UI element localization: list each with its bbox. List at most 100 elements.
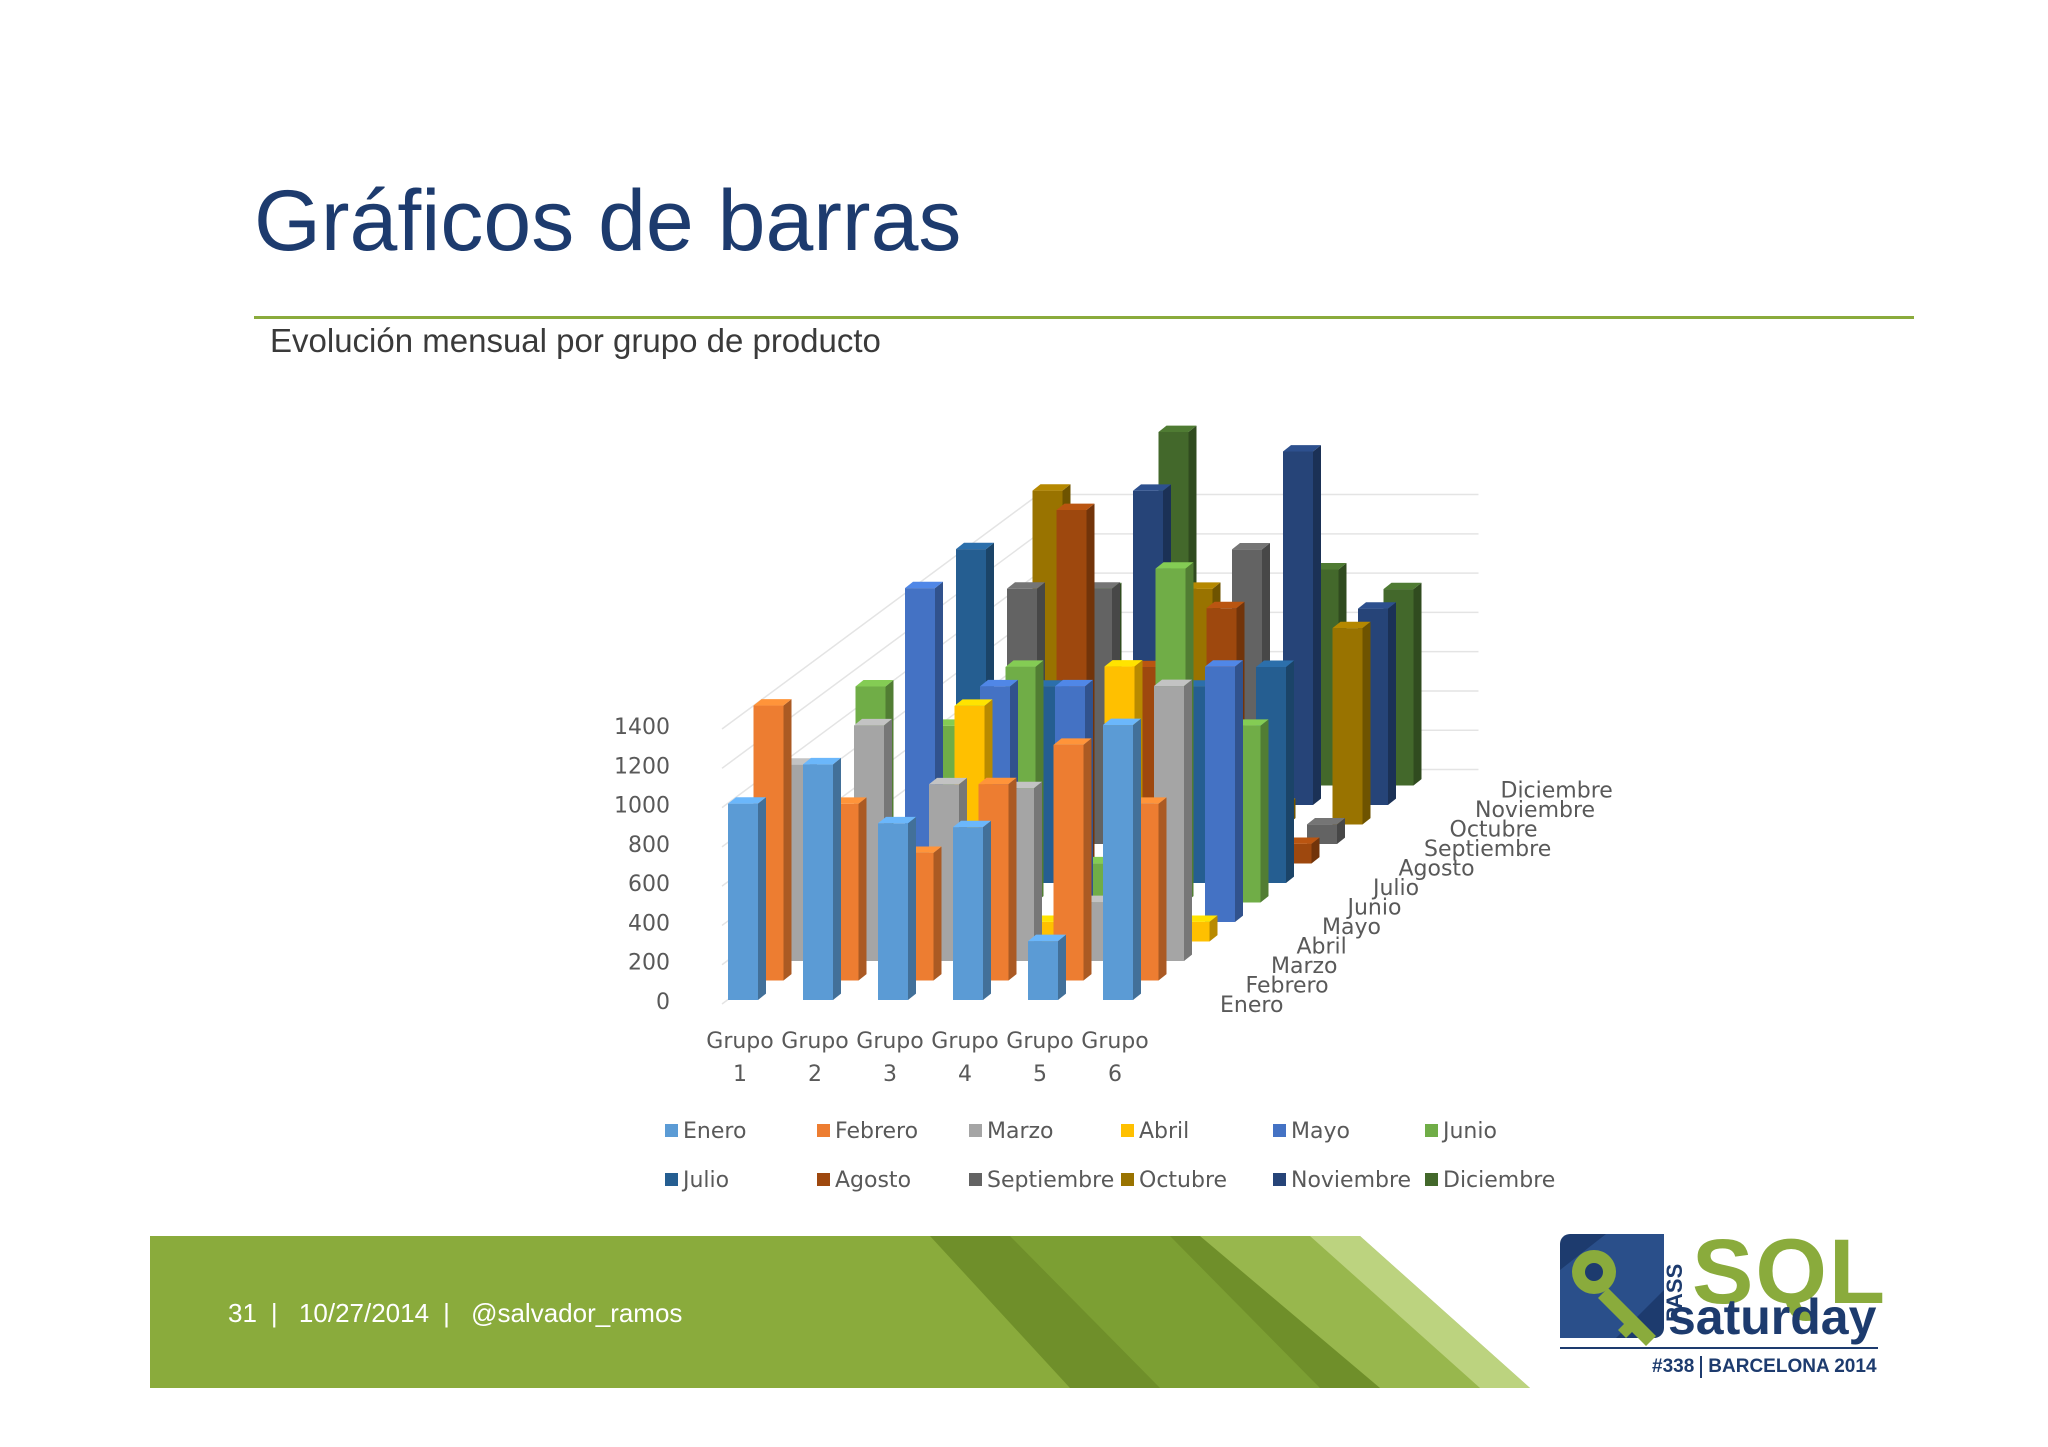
- legend-item: Marzo: [969, 1119, 1054, 1144]
- x-tick-label: Grupo: [856, 1029, 923, 1054]
- bar-side: [1413, 582, 1422, 786]
- bar-top: [953, 820, 991, 828]
- y-tick-label: 1200: [614, 754, 670, 779]
- x-tick-label: 2: [808, 1062, 822, 1087]
- bar-top: [1028, 934, 1066, 942]
- depth-axis-label: Diciembre: [1501, 779, 1613, 804]
- bar-side: [1311, 837, 1320, 864]
- bar-front: [1103, 725, 1133, 1000]
- bar-top: [954, 699, 993, 706]
- bar: [753, 699, 792, 981]
- y-tick-label: 400: [628, 911, 670, 936]
- bar-front: [1028, 941, 1058, 1000]
- legend-swatch: [1273, 1173, 1286, 1186]
- bar-top: [878, 816, 916, 824]
- bar-side: [1337, 817, 1345, 844]
- legend-label: Febrero: [835, 1119, 918, 1144]
- legend-item: Julio: [665, 1168, 729, 1193]
- bar-side: [858, 797, 867, 981]
- depth-axis-label: Enero: [1220, 993, 1283, 1018]
- legend-item: Septiembre: [969, 1168, 1114, 1193]
- depth-axis-label: Mayo: [1322, 915, 1381, 940]
- bar-top: [1206, 601, 1245, 609]
- logo-sql: SQL: [1692, 1221, 1888, 1323]
- key-icon: [1560, 1234, 1664, 1346]
- event-place: BARCELONA 2014: [1708, 1356, 1877, 1378]
- page-number: 31: [228, 1298, 257, 1328]
- bar: [1205, 660, 1243, 922]
- footer-separator: |: [270, 1298, 278, 1328]
- y-tick-label: 200: [628, 951, 670, 976]
- slide-subtitle: Evolución mensual por grupo de producto: [270, 322, 881, 359]
- legend-label: Enero: [683, 1119, 746, 1144]
- bar-top: [1154, 679, 1192, 687]
- depth-axis-label: Junio: [1346, 896, 1402, 921]
- bar: [1103, 718, 1141, 1000]
- bar-side: [1058, 934, 1066, 1000]
- footer-info: 31 | 10/27/2014 | @salvador_ramos: [228, 1298, 696, 1329]
- bar-top: [1256, 660, 1294, 667]
- legend-swatch: [1425, 1124, 1438, 1137]
- bar-top: [956, 542, 994, 550]
- x-tick-label: Grupo: [1006, 1029, 1073, 1054]
- y-tick-label: 0: [656, 990, 670, 1015]
- bar-side: [1008, 777, 1017, 981]
- legend-swatch: [817, 1173, 830, 1186]
- legend-swatch: [969, 1173, 982, 1186]
- bar-side: [908, 816, 916, 1000]
- bar-top: [905, 581, 943, 589]
- bar-side: [1158, 797, 1167, 981]
- legend-item: Mayo: [1273, 1119, 1350, 1144]
- legend-swatch: [1121, 1124, 1134, 1137]
- bar-side: [758, 797, 766, 1000]
- bar-top: [855, 680, 894, 687]
- legend-swatch: [1121, 1173, 1134, 1186]
- legend-label: Mayo: [1291, 1119, 1350, 1144]
- legend-item: Octubre: [1121, 1168, 1227, 1193]
- legend-swatch: [817, 1124, 830, 1137]
- legend-label: Diciembre: [1443, 1168, 1555, 1193]
- bar-front: [953, 827, 983, 1000]
- legend-label: Marzo: [987, 1119, 1054, 1144]
- logo-event: #338 BARCELONA 2014: [1652, 1356, 1877, 1378]
- footer-separator: |: [443, 1298, 450, 1328]
- y-tick-label: 1000: [614, 794, 670, 819]
- legend-swatch: [665, 1173, 678, 1186]
- legend-label: Agosto: [835, 1168, 911, 1193]
- bar-side: [1034, 781, 1042, 961]
- legend-item: Junio: [1425, 1119, 1497, 1144]
- bar-side: [983, 820, 991, 1000]
- x-tick-label: 6: [1108, 1062, 1122, 1087]
- bar: [1028, 934, 1066, 1000]
- bar: [878, 816, 916, 1000]
- legend-swatch: [1273, 1124, 1286, 1137]
- bar-top: [978, 777, 1017, 785]
- bar-top: [1103, 718, 1141, 726]
- bar-top: [1007, 582, 1045, 589]
- bar-side: [1133, 718, 1141, 1000]
- footer-date: 10/27/2014: [298, 1298, 430, 1328]
- bar-top: [803, 757, 841, 765]
- bar-top: [1104, 660, 1143, 667]
- depth-axis-label: Marzo: [1271, 954, 1338, 979]
- footer-banner: [150, 1236, 1530, 1388]
- x-tick-label: Grupo: [931, 1029, 998, 1054]
- bar-top: [929, 777, 967, 785]
- bar-top: [1283, 445, 1321, 452]
- bar-top: [1005, 660, 1044, 667]
- bar-side: [1184, 679, 1192, 961]
- bar-front: [803, 764, 833, 1000]
- bar-top: [1155, 562, 1194, 569]
- bar-top: [1053, 738, 1092, 745]
- bar: [728, 797, 766, 1000]
- gridline-depth: [721, 493, 1039, 730]
- legend-item: Agosto: [817, 1168, 911, 1193]
- bar-side: [833, 757, 841, 1000]
- x-tick-label: Grupo: [706, 1029, 773, 1054]
- depth-axis-label: Octubre: [1450, 818, 1538, 843]
- title-divider: [254, 316, 1914, 319]
- bar-side: [1362, 621, 1371, 825]
- event-number: #338: [1652, 1356, 1695, 1378]
- bar-top: [1205, 660, 1243, 667]
